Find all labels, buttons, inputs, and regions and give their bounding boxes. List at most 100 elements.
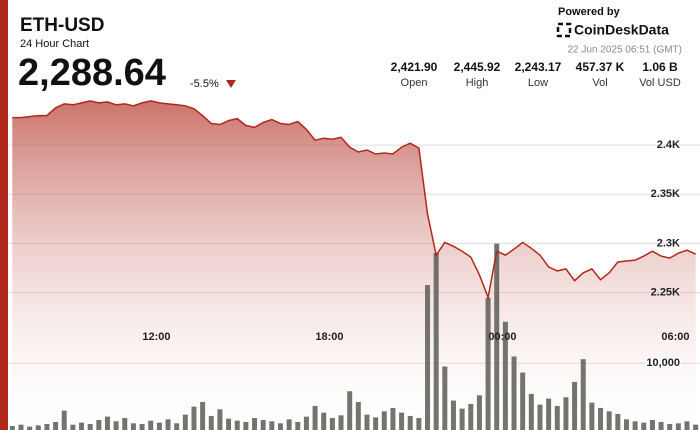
volume-bar xyxy=(589,402,595,430)
stat-value: 457.37 K xyxy=(576,60,625,74)
x-tick-label: 06:00 xyxy=(661,331,689,343)
volume-bar xyxy=(191,406,197,430)
volume-bar xyxy=(226,418,232,430)
volume-bar xyxy=(130,423,136,430)
volume-bar xyxy=(641,422,647,430)
x-tick-label: 00:00 xyxy=(488,331,516,343)
x-tick-label: 12:00 xyxy=(142,331,170,343)
volume-bar xyxy=(148,420,154,430)
y2-tick-label: 10,000 xyxy=(646,357,680,369)
volume-bar xyxy=(208,415,214,430)
volume-bar xyxy=(615,413,621,430)
y-tick-label: 2.4K xyxy=(657,139,680,151)
volume-bar xyxy=(139,423,145,430)
volume-bar xyxy=(44,423,50,430)
volume-bar xyxy=(156,422,162,430)
volume-bar xyxy=(174,423,180,430)
volume-bar xyxy=(494,243,500,430)
stat-value: 1.06 B xyxy=(642,60,678,74)
volume-bar xyxy=(580,359,586,430)
stat-label: High xyxy=(466,77,489,89)
volume-bar xyxy=(572,381,578,430)
volume-bar xyxy=(450,400,456,430)
x-tick-label: 18:00 xyxy=(315,331,343,343)
volume-bar xyxy=(200,401,206,430)
volume-bar xyxy=(18,424,24,430)
volume-bar xyxy=(390,407,396,430)
volume-bar xyxy=(61,410,67,430)
volume-bar xyxy=(355,401,361,430)
volume-bar xyxy=(53,421,59,430)
volume-bar xyxy=(277,423,283,430)
volume-bar xyxy=(658,421,664,430)
stat-label: Open xyxy=(401,77,428,89)
volume-bar xyxy=(502,321,508,430)
volume-bar xyxy=(165,419,171,430)
volume-bar xyxy=(693,424,699,430)
brand-icon xyxy=(556,22,572,38)
stats: 2,421.90 Open 2,445.92 High 2,243.17 Low 457.3… xyxy=(391,60,681,89)
volume-bar xyxy=(675,423,681,430)
y-tick-label: 2.35K xyxy=(651,188,680,200)
volume-bar xyxy=(407,415,413,430)
volume-bar xyxy=(27,426,33,430)
volume-bar xyxy=(122,417,128,430)
volume-bar xyxy=(554,405,560,430)
volume-bar xyxy=(104,416,110,430)
brand: CoinDeskData xyxy=(574,22,669,38)
volume-bar xyxy=(442,366,448,430)
y2-tick-label: 10,000 xyxy=(646,357,680,369)
volume-bar xyxy=(182,414,188,430)
volume-bar xyxy=(528,393,534,430)
chart-subtitle: 24 Hour Chart xyxy=(20,38,89,50)
volume-bar xyxy=(381,411,387,430)
volume-bar xyxy=(252,417,258,430)
volume-bar xyxy=(416,417,422,430)
stat-label: Low xyxy=(528,77,548,89)
down-arrow xyxy=(226,80,236,88)
stat-value: 2,421.90 xyxy=(391,60,438,74)
volume-bar xyxy=(96,419,102,430)
volume-bar xyxy=(347,391,353,430)
volume-bar xyxy=(338,415,344,430)
volume-bar xyxy=(468,403,474,430)
timestamp: 22 Jun 2025 06:51 (GMT) xyxy=(567,45,682,56)
volume-bar xyxy=(113,421,119,430)
volume-bar xyxy=(321,412,327,430)
volume-bar xyxy=(537,404,543,430)
price: 2,288.64 xyxy=(18,52,166,94)
volume-bar xyxy=(269,421,275,430)
volume-bar xyxy=(433,252,439,430)
volume-bar xyxy=(399,412,405,430)
volume-bar xyxy=(546,398,552,430)
volume-bar xyxy=(684,421,690,430)
stat-label: Vol USD xyxy=(639,77,681,89)
stat-value: 2,243.17 xyxy=(515,60,562,74)
change: -5.5% xyxy=(190,78,219,90)
volume-bar xyxy=(373,417,379,430)
volume-bar xyxy=(364,414,370,430)
y-tick-label: 2.25K xyxy=(651,286,680,298)
volume-bar xyxy=(217,409,223,430)
volume-bar xyxy=(303,416,309,430)
stat-label: Vol xyxy=(592,77,607,89)
accent-strip xyxy=(0,0,8,430)
y-tick-label: 2.3K xyxy=(657,237,680,249)
volume-bar xyxy=(70,424,76,430)
volume-bar xyxy=(606,411,612,430)
stat-value: 2,445.92 xyxy=(454,60,501,74)
volume-bar xyxy=(563,397,569,430)
volume-bar xyxy=(425,285,431,430)
volume-bar xyxy=(667,423,673,430)
volume-bar xyxy=(329,417,335,430)
volume-bar xyxy=(476,395,482,430)
volume-bar xyxy=(234,420,240,430)
volume-bar xyxy=(632,421,638,430)
powered-by: Powered by xyxy=(558,6,621,18)
volume-bar xyxy=(243,421,249,430)
price-area xyxy=(12,100,696,430)
volume-bar xyxy=(286,419,292,430)
